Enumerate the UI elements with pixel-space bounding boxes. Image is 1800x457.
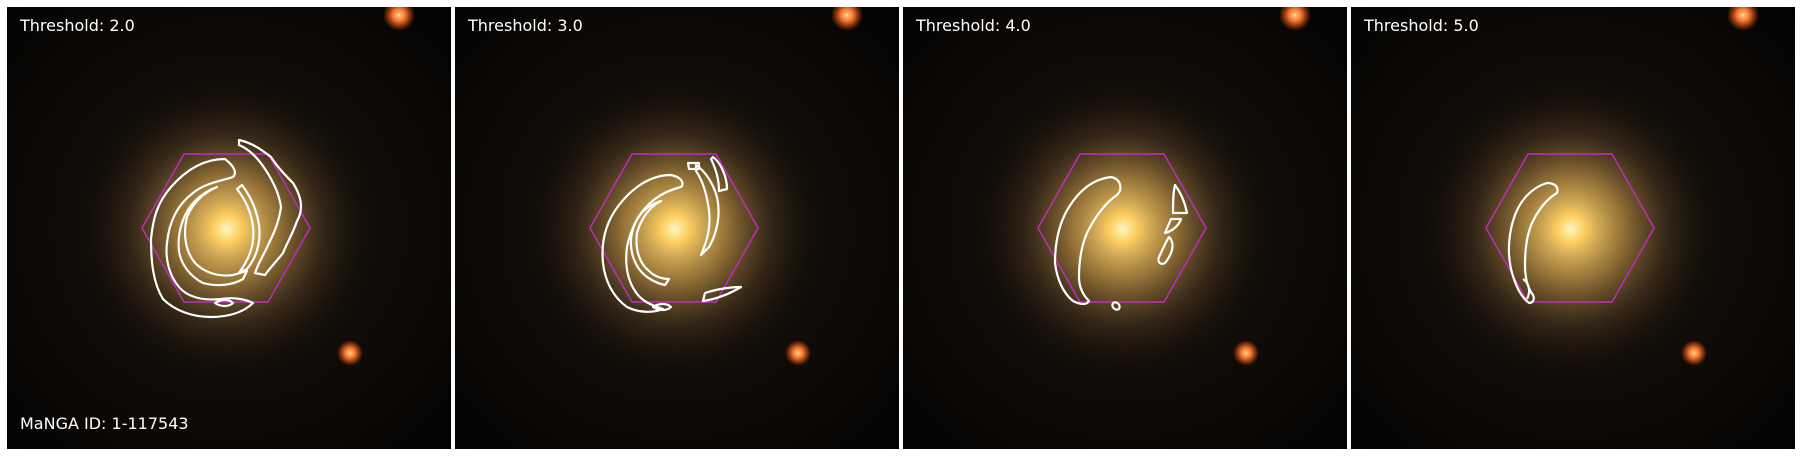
threshold-contours: [149, 138, 303, 319]
galaxy-image: [455, 7, 899, 449]
ifu-hexagon: [1485, 153, 1655, 303]
galaxy-panel-4: Threshold: 5.0: [1351, 7, 1795, 449]
galaxy-panel-3: Threshold: 4.0: [903, 7, 1347, 449]
ifu-hexagon: [1037, 153, 1207, 303]
star-bottom: [337, 340, 363, 366]
threshold-label: Threshold: 4.0: [916, 16, 1031, 35]
star-bottom: [1233, 340, 1259, 366]
star-top: [1279, 7, 1311, 31]
threshold-contours: [1507, 181, 1559, 305]
galaxy-image: [903, 7, 1347, 449]
ifu-hexagon: [589, 153, 759, 303]
star-top: [831, 7, 863, 31]
galaxy-image: [1351, 7, 1795, 449]
galaxy-panel-2: Threshold: 3.0: [455, 7, 899, 449]
galaxy-panel-1: Threshold: 2.0 MaNGA ID: 1-117543: [7, 7, 451, 449]
galaxy-image: [7, 7, 451, 449]
star-bottom: [1681, 340, 1707, 366]
threshold-contours: [1053, 175, 1189, 311]
threshold-label: Threshold: 5.0: [1364, 16, 1479, 35]
threshold-label: Threshold: 3.0: [468, 16, 583, 35]
star-top: [1727, 7, 1759, 31]
threshold-contours: [601, 155, 743, 313]
galaxy-id-label: MaNGA ID: 1-117543: [20, 414, 189, 433]
star-bottom: [785, 340, 811, 366]
star-top: [383, 7, 415, 31]
threshold-label: Threshold: 2.0: [20, 16, 135, 35]
